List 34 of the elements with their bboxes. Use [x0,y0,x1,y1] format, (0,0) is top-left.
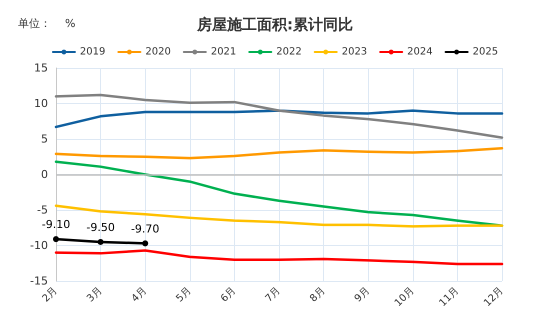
legend-label: 2025 [472,46,498,58]
y-tick-label: -15 [30,274,48,288]
x-tick-label: 6月 [218,285,238,304]
y-tick-label: -10 [30,239,48,252]
x-tick-label: 2月 [40,285,60,304]
legend-label: 2019 [80,46,106,58]
y-tick-label: 15 [34,62,48,74]
line-series [54,146,504,160]
text: 单位： % [18,17,76,30]
x-tick-label: 3月 [85,285,104,304]
x-tick-label: 12月 [482,285,506,309]
line-series [54,109,504,128]
legend-label: 2022 [276,46,302,58]
x-tick-label: 10月 [392,285,417,309]
y-tick-label: -5 [37,204,48,216]
data-label: -9.70 [130,222,160,236]
chart-title: 房屋施工面积:累计同比 [196,16,353,34]
x-tick-label: 9月 [352,285,372,304]
x-tick-label: 4月 [130,285,150,304]
line-series [54,249,504,266]
legend-label: 2024 [407,46,433,58]
y-tick-label: 0 [41,168,48,181]
y-tick-label: 5 [41,132,48,146]
x-tick-label: 11月 [437,285,462,309]
x-tick-label: 7月 [264,285,283,304]
x-tick-label: 5月 [174,285,194,304]
legend-label: 2020 [145,46,171,58]
x-tick-label: 8月 [308,285,328,304]
line-series [54,94,504,139]
data-label: -9.50 [86,220,115,234]
y-tick-label: 10 [34,97,48,110]
data-label: -9.10 [42,218,70,232]
legend-label: 2023 [342,46,368,58]
legend-label: 2021 [210,46,236,58]
